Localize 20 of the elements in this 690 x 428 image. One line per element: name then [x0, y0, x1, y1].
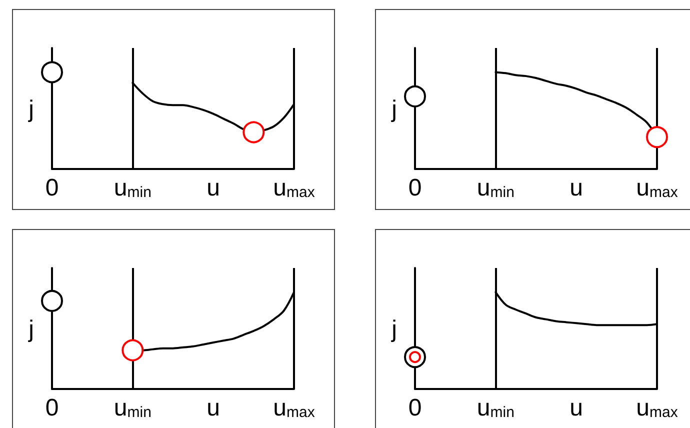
x-axis-title: u	[206, 394, 220, 422]
x-tick-label: umax	[273, 394, 316, 422]
x-tick-label: umax	[636, 174, 678, 202]
y-axis-title: j	[390, 316, 397, 343]
x-tick-label: umax	[273, 174, 316, 202]
x-axis-title: u	[206, 174, 220, 202]
y-axis-title: j	[28, 96, 34, 123]
x-tick-label: umin	[476, 394, 514, 422]
y-axis-title: j	[28, 316, 34, 343]
x-axis-title: u	[570, 394, 584, 422]
x-tick-label: 0	[408, 174, 422, 202]
x-tick-label: umin	[114, 174, 152, 202]
x-axis-title: u	[570, 174, 584, 202]
x-tick-label: umin	[114, 394, 152, 422]
x-tick-label: umax	[636, 394, 678, 422]
y-axis-title: j	[390, 96, 397, 123]
x-tick-label: 0	[408, 394, 422, 422]
x-tick-label: umin	[476, 174, 514, 202]
x-tick-label: 0	[45, 174, 59, 202]
x-tick-label: 0	[45, 394, 59, 422]
